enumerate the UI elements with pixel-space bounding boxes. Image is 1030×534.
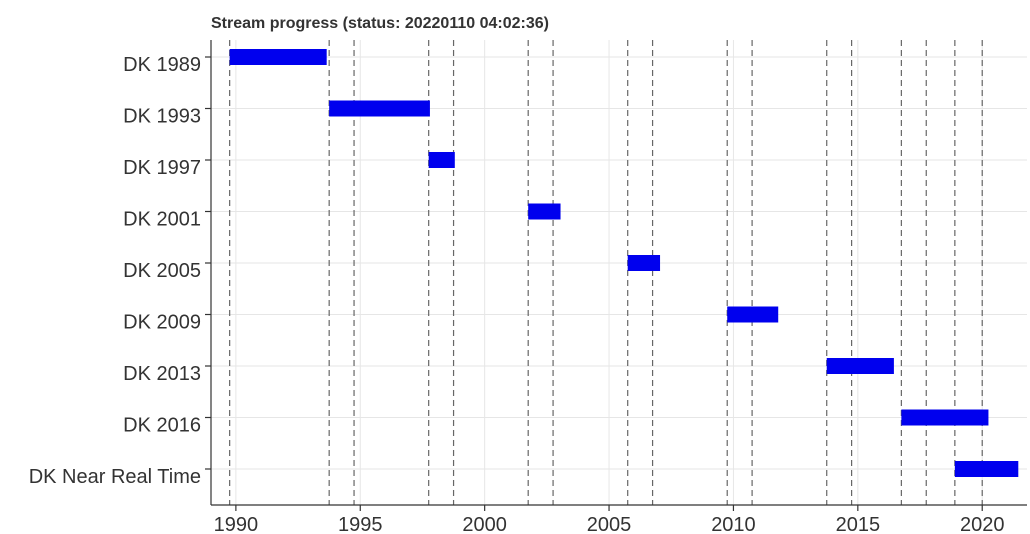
y-tick-label-7: DK 2016 — [123, 415, 201, 437]
chart-title: Stream progress (status: 20220110 04:02:… — [211, 15, 549, 32]
bar-dk-2009 — [727, 306, 779, 323]
y-tick-label-4: DK 2005 — [123, 260, 201, 282]
x-tick-label-2015: 2015 — [836, 514, 881, 534]
y-tick-label-6: DK 2013 — [123, 363, 201, 385]
bar-dk-2016 — [901, 409, 989, 426]
tick-labels: DK 1989 DK 1993 DK 1997 DK 2001 DK 2005 DK 20… — [29, 54, 1005, 534]
x-tick-label-2020: 2020 — [960, 514, 1005, 534]
bars — [229, 49, 1019, 477]
x-tick-label-2010: 2010 — [711, 514, 756, 534]
x-tick-label-1990: 1990 — [214, 514, 259, 534]
bar-dk-1997 — [428, 152, 455, 168]
x-tick-label-1995: 1995 — [338, 514, 383, 534]
y-tick-label-3: DK 2001 — [123, 209, 201, 231]
bar-dk-near-real-time — [954, 461, 1019, 477]
bar-dk-2013 — [826, 358, 894, 374]
y-tick-label-0: DK 1989 — [123, 54, 201, 76]
bar-dk-1989 — [229, 49, 327, 65]
x-tick-label-2000: 2000 — [462, 514, 507, 534]
x-tick-label-2005: 2005 — [587, 514, 632, 534]
y-tick-label-8: DK Near Real Time — [29, 466, 201, 488]
axes — [205, 40, 1027, 511]
reference-lines — [229, 40, 983, 505]
y-tick-label-2: DK 1997 — [123, 157, 201, 179]
y-tick-label-5: DK 2009 — [123, 312, 201, 334]
bar-dk-2001 — [528, 203, 561, 220]
bar-dk-2005 — [627, 255, 661, 271]
bar-dk-1993 — [329, 100, 430, 117]
y-tick-label-1: DK 1993 — [123, 106, 201, 128]
